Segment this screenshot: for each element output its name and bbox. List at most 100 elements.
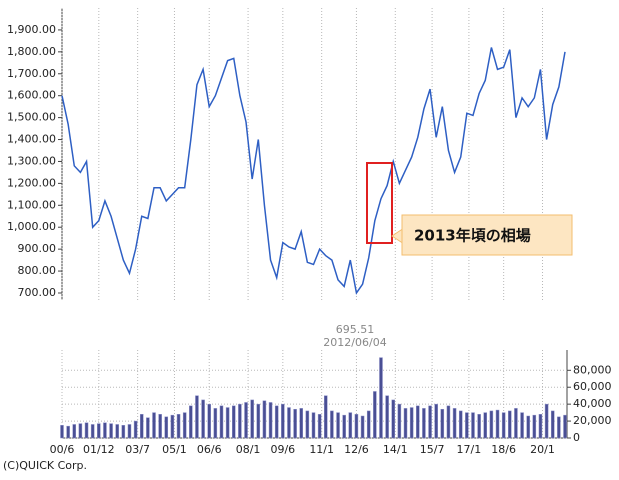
y-tick-label: 1,600.00 bbox=[7, 89, 56, 102]
volume-bar bbox=[238, 403, 242, 439]
y-tick-label: 1,300.00 bbox=[7, 154, 56, 167]
volume-bar bbox=[563, 414, 567, 439]
volume-bar bbox=[66, 425, 70, 439]
volume-bar bbox=[477, 414, 481, 439]
volume-bar bbox=[434, 403, 438, 439]
x-tick-label: 09/6 bbox=[270, 443, 295, 456]
x-tick-label: 01/12 bbox=[83, 443, 115, 456]
volume-bar bbox=[250, 399, 254, 439]
volume-bar bbox=[440, 408, 445, 439]
x-tick-label: 12/6 bbox=[344, 443, 369, 456]
y-tick-label: 700.00 bbox=[18, 286, 57, 299]
annotation: 695.51 bbox=[336, 323, 375, 336]
y-tick-label: 900.00 bbox=[18, 242, 57, 255]
x-tick-label: 08/1 bbox=[236, 443, 261, 456]
volume-bar bbox=[550, 410, 555, 439]
volume-bar bbox=[465, 412, 469, 439]
y-tick-label: 1,200.00 bbox=[7, 176, 56, 189]
volume-bar bbox=[324, 395, 328, 439]
volume-bar bbox=[146, 417, 150, 439]
volume-bar bbox=[514, 408, 518, 439]
volume-bar bbox=[397, 403, 402, 439]
volume-bar bbox=[201, 399, 205, 439]
x-tick-label: 17/1 bbox=[457, 443, 482, 456]
volume-bar bbox=[544, 403, 549, 439]
volume-bar bbox=[299, 408, 303, 439]
volume-bar bbox=[262, 400, 267, 439]
volume-bar bbox=[158, 414, 162, 439]
volume-bar bbox=[189, 405, 193, 439]
volume-bar bbox=[176, 414, 181, 439]
y2-tick-label: 80,000 bbox=[573, 363, 612, 376]
y-tick-label: 1,700.00 bbox=[7, 67, 56, 80]
callout-layer: 2013年頃の相場 bbox=[366, 162, 573, 256]
volume-bar bbox=[121, 425, 126, 439]
volume-bar bbox=[342, 414, 346, 439]
volume-bar bbox=[483, 412, 488, 439]
volume-bar bbox=[127, 424, 132, 439]
volume-bar bbox=[422, 408, 426, 439]
annotation: 2012/06/04 bbox=[323, 336, 386, 349]
volume-bar bbox=[90, 424, 95, 439]
volume-bar bbox=[133, 420, 138, 439]
highlight-box bbox=[366, 162, 393, 244]
x-tick-label: 00/6 bbox=[50, 443, 75, 456]
volume-bar bbox=[78, 423, 83, 439]
volume-bar bbox=[520, 412, 524, 439]
volume-bar bbox=[354, 414, 359, 439]
volume-bar bbox=[403, 408, 408, 439]
volume-bar bbox=[97, 423, 101, 439]
volume-bar bbox=[170, 414, 175, 439]
y2-tick-label: 0 bbox=[573, 431, 580, 444]
volume-bar bbox=[244, 402, 248, 439]
volume-bar bbox=[416, 405, 420, 439]
x-tick-label: 20/1 bbox=[530, 443, 555, 456]
volume-bar bbox=[366, 410, 371, 439]
y-tick-label: 1,500.00 bbox=[7, 111, 56, 124]
volume-bar bbox=[501, 412, 506, 439]
volume-bar bbox=[225, 407, 230, 439]
volume-bar bbox=[452, 408, 457, 439]
volume-bar bbox=[458, 410, 463, 439]
volume-bar bbox=[164, 416, 169, 439]
x-tick-label: 06/6 bbox=[197, 443, 222, 456]
volume-bar bbox=[213, 408, 218, 439]
x-tick-label: 03/7 bbox=[125, 443, 150, 456]
volume-bar bbox=[274, 405, 279, 439]
volume-bar bbox=[152, 412, 156, 439]
volume-bar bbox=[330, 410, 334, 439]
volume-bar bbox=[373, 391, 377, 439]
volume-bar bbox=[532, 414, 537, 439]
volume-bar bbox=[391, 399, 395, 439]
volume-bar bbox=[557, 416, 561, 439]
volume-bar bbox=[508, 410, 512, 439]
volume-bar bbox=[348, 412, 353, 439]
y-tick-label: 1,100.00 bbox=[7, 198, 56, 211]
x-tick-label: 05/1 bbox=[162, 443, 187, 456]
volume-bar bbox=[232, 405, 236, 439]
x-tick-label: 15/7 bbox=[420, 443, 445, 456]
volume-bar bbox=[317, 414, 322, 439]
volume-bar bbox=[293, 408, 297, 439]
volume-bar bbox=[268, 402, 273, 439]
x-tick-label: 18/6 bbox=[491, 443, 516, 456]
volume-bar bbox=[256, 403, 261, 439]
volume-bar bbox=[526, 415, 530, 439]
y-tick-label: 800.00 bbox=[18, 264, 57, 277]
volume-bar bbox=[336, 412, 340, 439]
y-tick-label: 1,900.00 bbox=[7, 23, 56, 36]
volume-bar bbox=[409, 407, 414, 439]
volume-bar bbox=[428, 405, 432, 439]
y-tick-label: 1,800.00 bbox=[7, 45, 56, 58]
volume-bar bbox=[360, 415, 365, 439]
volume-bar bbox=[195, 395, 199, 439]
volume-bar bbox=[495, 409, 500, 439]
volume-bar bbox=[385, 395, 389, 439]
y-tick-label: 1,400.00 bbox=[7, 133, 56, 146]
volume-bar bbox=[219, 405, 224, 439]
y-tick-label: 1,000.00 bbox=[7, 220, 56, 233]
volume-bar bbox=[281, 403, 285, 439]
volume-bar bbox=[60, 425, 64, 439]
